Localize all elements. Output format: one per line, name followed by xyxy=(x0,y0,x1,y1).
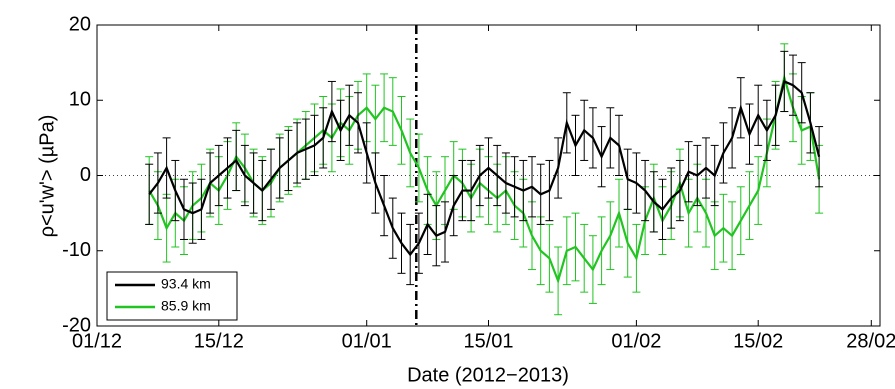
x-axis-label: Date (2012−2013) xyxy=(407,364,569,386)
y-tick-label: 0 xyxy=(80,164,91,186)
x-tick-label: 15/02 xyxy=(733,330,783,352)
y-tick-label: 10 xyxy=(69,89,91,111)
legend-label: 85.9 km xyxy=(161,298,211,314)
legend: 93.4 km 85.9 km xyxy=(106,271,238,321)
legend-label: 93.4 km xyxy=(161,276,211,292)
y-tick-label: -20 xyxy=(62,314,91,336)
x-tick-label: 01/01 xyxy=(342,330,392,352)
y-tick-label: -10 xyxy=(62,239,91,261)
x-tick-label: 15/01 xyxy=(463,330,513,352)
x-tick-label: 01/12 xyxy=(72,330,122,352)
y-axis-label: ρ<u'w'> (µPa) xyxy=(36,115,58,238)
y-tick-label: 20 xyxy=(69,13,91,35)
series-line xyxy=(148,79,821,257)
x-tick-label: 28/02 xyxy=(846,330,895,352)
x-tick-label: 01/02 xyxy=(611,330,661,352)
legend-box xyxy=(106,271,238,321)
x-tick-label: 15/12 xyxy=(194,330,244,352)
